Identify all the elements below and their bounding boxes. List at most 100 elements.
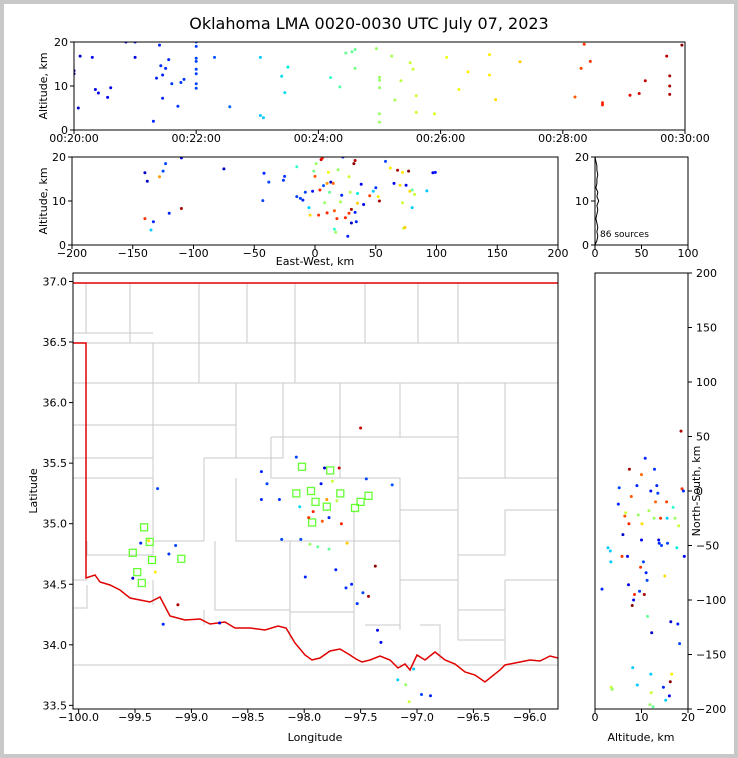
- ew-altitude-xtick-label: 200: [548, 247, 569, 260]
- ew-altitude-point: [376, 195, 380, 199]
- altitude-ns-point: [653, 467, 656, 471]
- time-altitude-point: [109, 86, 113, 90]
- map-point: [139, 541, 143, 545]
- altitude-ns-xtick-label: 20: [681, 711, 695, 724]
- map-point: [176, 603, 180, 607]
- map-point: [156, 487, 160, 491]
- time-altitude-point: [179, 81, 183, 84]
- map-point: [319, 482, 323, 486]
- map-point: [350, 582, 354, 586]
- ew-altitude-point: [410, 206, 414, 210]
- altitude-ns-point: [608, 549, 612, 553]
- lma-station-marker: [364, 491, 373, 500]
- ew-altitude-point: [349, 221, 353, 225]
- ew-altitude-point: [404, 183, 408, 187]
- figure-background: [4, 4, 734, 754]
- map-xtick-label: −97.5: [344, 711, 378, 724]
- ew-altitude-point: [356, 201, 359, 205]
- time-altitude-point: [494, 98, 498, 102]
- ew-altitude-point: [410, 188, 414, 192]
- map-point: [325, 498, 329, 501]
- altitude-ns-point: [617, 486, 621, 490]
- ew-altitude-point: [281, 178, 285, 182]
- time-altitude-point: [457, 88, 461, 91]
- ew-altitude-point: [164, 162, 168, 166]
- time-altitude-point: [133, 55, 137, 59]
- ew-altitude-point: [346, 234, 350, 238]
- ew-altitude-point: [303, 190, 307, 194]
- altitude-ns-point: [664, 698, 668, 702]
- ew-altitude-point: [353, 159, 357, 162]
- ew-altitude-point: [398, 183, 402, 187]
- altitude-ns-point: [649, 672, 653, 676]
- time-altitude-point: [283, 91, 287, 95]
- altitude-ns-point: [682, 554, 686, 558]
- altitude-ns-point: [650, 631, 654, 635]
- map-point: [147, 539, 151, 543]
- altitude-ns-point: [651, 705, 655, 709]
- map-xlabel: Longitude: [288, 731, 343, 744]
- altitude-ns-point: [633, 593, 636, 596]
- map-point: [265, 482, 269, 486]
- altitude-ns-point: [673, 516, 677, 520]
- ew-altitude-panel: −200 −150 −100 −50 0 50 100 150 200 0 10 20 Altitud…: [37, 151, 569, 268]
- ew-altitude-ytick-label: 10: [52, 195, 66, 208]
- ew-altitude-point: [307, 206, 311, 210]
- ew-altitude-point: [384, 159, 387, 163]
- time-altitude-point: [161, 73, 165, 77]
- map-ytick-label: 36.0: [43, 397, 68, 410]
- source-count-label: 86 sources: [600, 230, 649, 240]
- time-altitude-point: [518, 60, 522, 64]
- map-point: [330, 479, 334, 483]
- time-altitude-point: [194, 56, 198, 60]
- time-altitude-point: [93, 88, 97, 91]
- time-altitude-point: [378, 78, 381, 82]
- altitude-ns-point: [655, 484, 659, 488]
- map-point: [367, 594, 370, 598]
- ew-altitude-point: [167, 211, 171, 215]
- time-altitude-point: [601, 103, 604, 107]
- map-point: [218, 621, 222, 625]
- ew-altitude-point: [354, 220, 358, 224]
- ew-altitude-point: [362, 203, 366, 206]
- time-altitude-point: [637, 92, 641, 95]
- time-altitude-point: [213, 55, 216, 59]
- map-point: [311, 510, 315, 514]
- altitude-ns-point: [681, 489, 685, 493]
- ew-altitude-ylabel: Altitude, km: [37, 167, 50, 234]
- altitude-ns-ytick-label: −200: [696, 703, 726, 716]
- ew-altitude-point: [407, 169, 411, 173]
- histogram-xtick-label: 0: [592, 247, 599, 260]
- ew-altitude-point: [325, 181, 329, 185]
- time-altitude-point: [445, 55, 449, 59]
- altitude-ns-ytick-label: 100: [696, 376, 717, 389]
- ew-altitude-point: [267, 180, 271, 184]
- time-altitude-point: [161, 96, 165, 100]
- altitude-ns-point: [642, 593, 646, 596]
- altitude-ns-point: [657, 538, 661, 542]
- altitude-ns-ytick-label: 150: [696, 322, 717, 335]
- ew-altitude-point: [335, 217, 339, 221]
- altitude-ns-xtick-label: 10: [635, 711, 649, 724]
- time-altitude-point: [158, 43, 161, 47]
- lma-station-marker: [177, 554, 186, 563]
- map-point: [390, 483, 394, 487]
- time-altitude-point: [167, 58, 171, 62]
- altitude-ns-point: [676, 622, 680, 626]
- time-altitude-point: [414, 94, 418, 98]
- histogram-ytick-label: 10: [575, 195, 589, 208]
- time-altitude-point: [96, 91, 100, 95]
- ew-altitude-point: [261, 199, 265, 203]
- time-altitude-point: [573, 95, 577, 99]
- ew-altitude-point: [336, 168, 340, 172]
- time-altitude-point: [106, 95, 110, 99]
- map-ylabel: Latitude: [27, 468, 40, 514]
- time-altitude-point: [194, 72, 198, 76]
- time-altitude-point: [228, 105, 232, 109]
- map-point: [376, 628, 379, 632]
- altitude-ns-point: [677, 524, 681, 528]
- altitude-ns-point: [671, 505, 675, 509]
- map-point: [361, 591, 365, 595]
- map-point: [174, 544, 178, 547]
- altitude-ns-point: [641, 560, 645, 564]
